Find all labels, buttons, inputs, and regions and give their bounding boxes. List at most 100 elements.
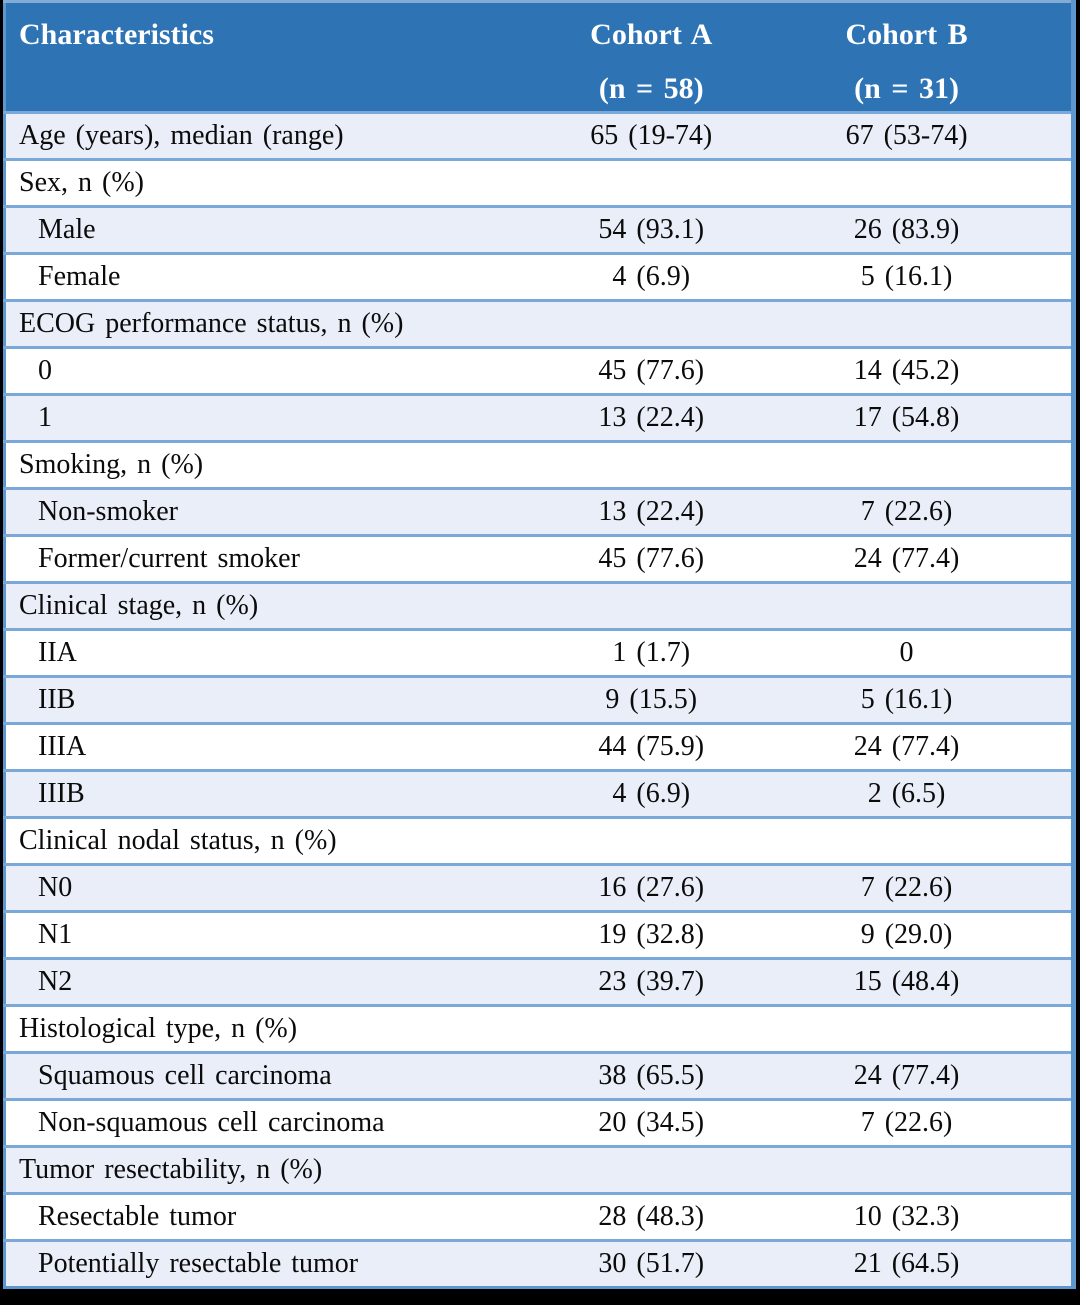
cohort-b-value: 24 (77.4): [742, 1051, 1074, 1100]
table-row: Squamous cell carcinoma 38 (65.5) 24 (77…: [4, 1051, 1074, 1100]
characteristic-label: Former/current smoker: [4, 534, 561, 583]
characteristic-label: Male: [4, 205, 561, 254]
characteristic-label: Potentially resectable tumor: [4, 1239, 561, 1288]
cohort-b-value: 5 (16.1): [742, 252, 1074, 301]
cohort-b-value: 14 (45.2): [742, 346, 1074, 395]
table-row: Clinical nodal status, n (%): [4, 816, 1074, 865]
table-row: ECOG performance status, n (%): [4, 299, 1074, 348]
characteristic-label: IIB: [4, 675, 561, 724]
header-cohort-a: Cohort A (n = 58): [560, 1, 743, 113]
cohort-a-value: [560, 816, 743, 865]
cohort-a-value: [560, 299, 743, 348]
cohort-a-value: 28 (48.3): [560, 1192, 743, 1241]
cohort-a-value: 20 (34.5): [560, 1098, 743, 1147]
table-row: Non-smoker 13 (22.4) 7 (22.6): [4, 487, 1074, 536]
cohort-b-value: 21 (64.5): [742, 1239, 1074, 1288]
cohort-a-value: 45 (77.6): [560, 346, 743, 395]
cohort-b-value: [742, 1145, 1074, 1194]
header-characteristics: Characteristics: [4, 1, 561, 113]
cohort-a-value: 65 (19-74): [560, 111, 743, 160]
characteristic-label: Age (years), median (range): [4, 111, 561, 160]
header-row: Characteristics Cohort A (n = 58) Cohort…: [4, 1, 1074, 113]
table-row: N0 16 (27.6) 7 (22.6): [4, 863, 1074, 912]
characteristic-label: Non-smoker: [4, 487, 561, 536]
cohort-a-value: 38 (65.5): [560, 1051, 743, 1100]
cohort-b-value: 24 (77.4): [742, 722, 1074, 771]
header-cohort-b: Cohort B (n = 31): [742, 1, 1074, 113]
table-row: IIB 9 (15.5) 5 (16.1): [4, 675, 1074, 724]
cohort-b-value: 24 (77.4): [742, 534, 1074, 583]
cohort-b-value: 9 (29.0): [742, 910, 1074, 959]
cohort-a-value: 45 (77.6): [560, 534, 743, 583]
header-cohort-b-title: Cohort B: [845, 18, 968, 51]
characteristic-label: N2: [4, 957, 561, 1006]
table-row: 0 45 (77.6) 14 (45.2): [4, 346, 1074, 395]
table-row: Male 54 (93.1) 26 (83.9): [4, 205, 1074, 254]
characteristics-table-wrap: Characteristics Cohort A (n = 58) Cohort…: [3, 0, 1076, 1289]
table-row: 1 13 (22.4) 17 (54.8): [4, 393, 1074, 442]
cohort-b-value: [742, 816, 1074, 865]
table-row: Histological type, n (%): [4, 1004, 1074, 1053]
cohort-a-value: 4 (6.9): [560, 769, 743, 818]
cohort-a-value: 54 (93.1): [560, 205, 743, 254]
characteristic-label: ECOG performance status, n (%): [4, 299, 561, 348]
table-row: Clinical stage, n (%): [4, 581, 1074, 630]
characteristic-label: 1: [4, 393, 561, 442]
table-row: Tumor resectability, n (%): [4, 1145, 1074, 1194]
cohort-a-value: 23 (39.7): [560, 957, 743, 1006]
table-row: Former/current smoker 45 (77.6) 24 (77.4…: [4, 534, 1074, 583]
cohort-b-value: [742, 581, 1074, 630]
table-row: Age (years), median (range) 65 (19-74) 6…: [4, 111, 1074, 160]
characteristic-label: Sex, n (%): [4, 158, 561, 207]
cohort-a-value: 19 (32.8): [560, 910, 743, 959]
table-row: N1 19 (32.8) 9 (29.0): [4, 910, 1074, 959]
cohort-a-value: 13 (22.4): [560, 393, 743, 442]
characteristic-label: 0: [4, 346, 561, 395]
cohort-a-value: [560, 1145, 743, 1194]
cohort-a-value: [560, 581, 743, 630]
characteristic-label: Squamous cell carcinoma: [4, 1051, 561, 1100]
cohort-a-value: 9 (15.5): [560, 675, 743, 724]
characteristic-label: IIA: [4, 628, 561, 677]
table-row: Female 4 (6.9) 5 (16.1): [4, 252, 1074, 301]
cohort-a-value: 13 (22.4): [560, 487, 743, 536]
table-row: IIA 1 (1.7) 0: [4, 628, 1074, 677]
cohort-a-value: 16 (27.6): [560, 863, 743, 912]
cohort-b-value: 5 (16.1): [742, 675, 1074, 724]
cohort-a-value: [560, 440, 743, 489]
cohort-a-value: [560, 158, 743, 207]
cohort-b-value: [742, 299, 1074, 348]
cohort-b-value: 7 (22.6): [742, 487, 1074, 536]
cohort-a-value: 30 (51.7): [560, 1239, 743, 1288]
characteristics-table: Characteristics Cohort A (n = 58) Cohort…: [3, 0, 1076, 1289]
characteristic-label: N1: [4, 910, 561, 959]
table-row: Potentially resectable tumor 30 (51.7) 2…: [4, 1239, 1074, 1288]
characteristic-label: Non-squamous cell carcinoma: [4, 1098, 561, 1147]
cohort-b-value: [742, 158, 1074, 207]
cohort-b-value: [742, 1004, 1074, 1053]
characteristic-label: Female: [4, 252, 561, 301]
characteristic-label: N0: [4, 863, 561, 912]
characteristic-label: Histological type, n (%): [4, 1004, 561, 1053]
cohort-b-value: 67 (53-74): [742, 111, 1074, 160]
table-row: Resectable tumor 28 (48.3) 10 (32.3): [4, 1192, 1074, 1241]
header-cohort-a-n: (n = 58): [598, 72, 704, 105]
cohort-b-value: 7 (22.6): [742, 863, 1074, 912]
characteristic-label: Smoking, n (%): [4, 440, 561, 489]
table-row: IIIB 4 (6.9) 2 (6.5): [4, 769, 1074, 818]
cohort-b-value: 15 (48.4): [742, 957, 1074, 1006]
characteristic-label: Tumor resectability, n (%): [4, 1145, 561, 1194]
characteristic-label: Clinical nodal status, n (%): [4, 816, 561, 865]
cohort-b-value: 7 (22.6): [742, 1098, 1074, 1147]
header-characteristics-label: Characteristics: [19, 18, 214, 51]
table-row: Sex, n (%): [4, 158, 1074, 207]
cohort-b-value: 0: [742, 628, 1074, 677]
table-row: Smoking, n (%): [4, 440, 1074, 489]
header-cohort-b-n: (n = 31): [854, 72, 959, 105]
cohort-b-value: 10 (32.3): [742, 1192, 1074, 1241]
table-row: N2 23 (39.7) 15 (48.4): [4, 957, 1074, 1006]
characteristic-label: Clinical stage, n (%): [4, 581, 561, 630]
cohort-b-value: 2 (6.5): [742, 769, 1074, 818]
characteristic-label: IIIB: [4, 769, 561, 818]
cohort-b-value: [742, 440, 1074, 489]
